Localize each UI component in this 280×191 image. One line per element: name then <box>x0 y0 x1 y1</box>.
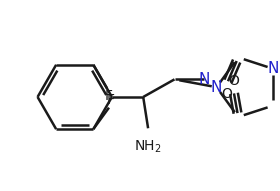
Text: O: O <box>228 74 239 88</box>
Text: NH$_2$: NH$_2$ <box>134 139 162 155</box>
Text: F: F <box>105 89 113 103</box>
Text: N: N <box>267 61 279 76</box>
Text: F: F <box>107 93 115 107</box>
Text: N: N <box>211 80 222 95</box>
Text: N: N <box>198 72 209 87</box>
Text: O: O <box>221 87 232 101</box>
